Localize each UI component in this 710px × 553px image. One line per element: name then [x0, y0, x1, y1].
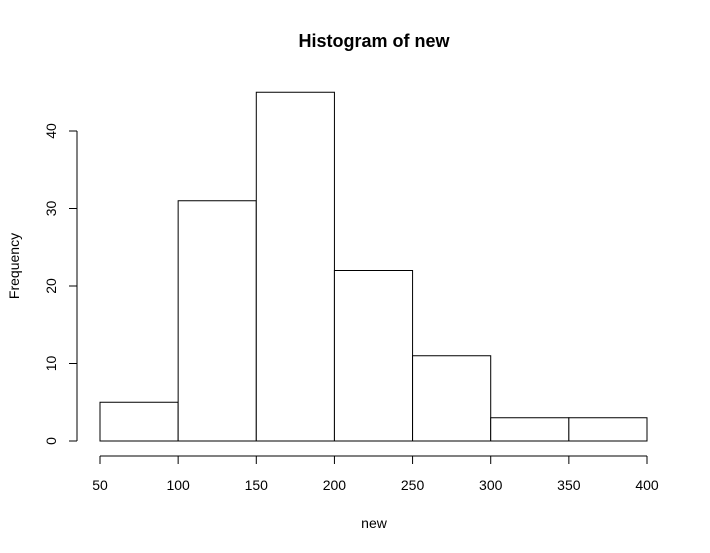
- bars-group: [99, 91, 648, 442]
- histogram-bar-0: [99, 401, 179, 442]
- y-tick-label-0: 0: [43, 437, 59, 445]
- y-axis: 0 10 20 30 40: [43, 123, 78, 445]
- y-tick-label-2: 20: [43, 278, 59, 294]
- y-tick-label-3: 30: [43, 201, 59, 217]
- x-axis: 50 100 150 200 250 300 350 400: [92, 455, 659, 493]
- y-axis-label: Frequency: [6, 233, 22, 299]
- x-tick-label-4: 250: [401, 477, 425, 493]
- x-tick-label-7: 400: [635, 477, 659, 493]
- y-tick-label-4: 40: [43, 123, 59, 139]
- histogram-bar-6: [568, 417, 648, 442]
- x-axis-label: new: [361, 515, 388, 531]
- y-tick-label-1: 10: [43, 356, 59, 372]
- chart-title: Histogram of new: [298, 31, 450, 51]
- histogram-bar-1: [177, 200, 257, 442]
- x-tick-label-0: 50: [92, 477, 108, 493]
- x-tick-label-3: 200: [323, 477, 347, 493]
- x-tick-label-2: 150: [245, 477, 269, 493]
- histogram-bar-2: [255, 91, 335, 442]
- histogram-bar-5: [490, 417, 570, 442]
- x-tick-label-6: 350: [557, 477, 581, 493]
- histogram-bar-4: [412, 355, 492, 442]
- x-tick-label-1: 100: [166, 477, 190, 493]
- x-tick-label-5: 300: [479, 477, 503, 493]
- histogram-bar-3: [333, 270, 414, 442]
